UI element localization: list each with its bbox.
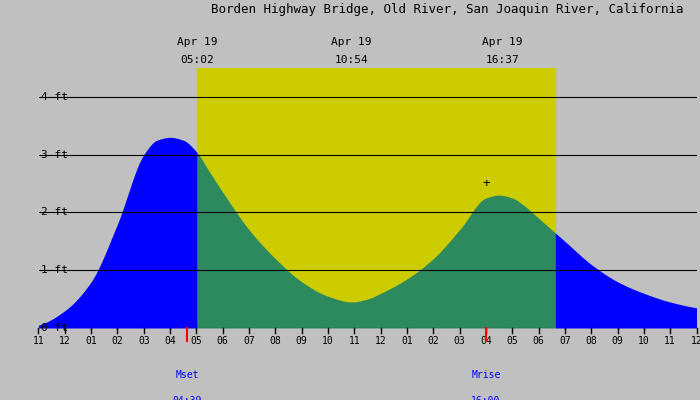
Text: 04: 04	[164, 336, 176, 346]
Text: 06: 06	[533, 336, 545, 346]
Text: 04:39: 04:39	[172, 396, 202, 400]
Text: 11: 11	[349, 336, 361, 346]
Text: 05: 05	[506, 336, 518, 346]
Text: Apr 19: Apr 19	[177, 37, 218, 47]
Text: 12: 12	[691, 336, 700, 346]
Text: 0 ft: 0 ft	[41, 323, 68, 333]
Text: 05:02: 05:02	[181, 56, 214, 66]
Text: 07: 07	[559, 336, 570, 346]
Text: 01: 01	[85, 336, 97, 346]
Text: 4 ft: 4 ft	[41, 92, 68, 102]
Text: 08: 08	[270, 336, 281, 346]
Text: 08: 08	[585, 336, 597, 346]
Text: 11: 11	[33, 336, 44, 346]
Text: 11: 11	[664, 336, 676, 346]
Text: 16:00: 16:00	[471, 396, 500, 400]
Text: 06: 06	[217, 336, 229, 346]
Text: 09: 09	[612, 336, 624, 346]
Text: 01: 01	[401, 336, 413, 346]
Text: Mset: Mset	[176, 370, 199, 380]
Text: 10: 10	[322, 336, 334, 346]
Text: 10: 10	[638, 336, 650, 346]
Text: 04: 04	[480, 336, 492, 346]
Text: +: +	[482, 178, 490, 190]
Text: 02: 02	[428, 336, 439, 346]
Text: 05: 05	[190, 336, 202, 346]
Text: 16:37: 16:37	[485, 56, 519, 66]
Text: 02: 02	[111, 336, 123, 346]
Text: 09: 09	[296, 336, 307, 346]
Text: Apr 19: Apr 19	[332, 37, 372, 47]
Text: 03: 03	[454, 336, 466, 346]
Text: Borden Highway Bridge, Old River, San Joaquin River, California: Borden Highway Bridge, Old River, San Jo…	[211, 3, 683, 16]
Text: 3 ft: 3 ft	[41, 150, 68, 160]
Text: 2 ft: 2 ft	[41, 208, 68, 218]
Text: 07: 07	[243, 336, 255, 346]
Text: 1 ft: 1 ft	[41, 265, 68, 275]
Text: 12: 12	[59, 336, 71, 346]
Text: 03: 03	[138, 336, 150, 346]
Text: Mrise: Mrise	[471, 370, 500, 380]
Bar	[197, 68, 555, 328]
Text: 10:54: 10:54	[335, 56, 369, 66]
Text: Apr 19: Apr 19	[482, 37, 522, 47]
Text: 12: 12	[374, 336, 386, 346]
